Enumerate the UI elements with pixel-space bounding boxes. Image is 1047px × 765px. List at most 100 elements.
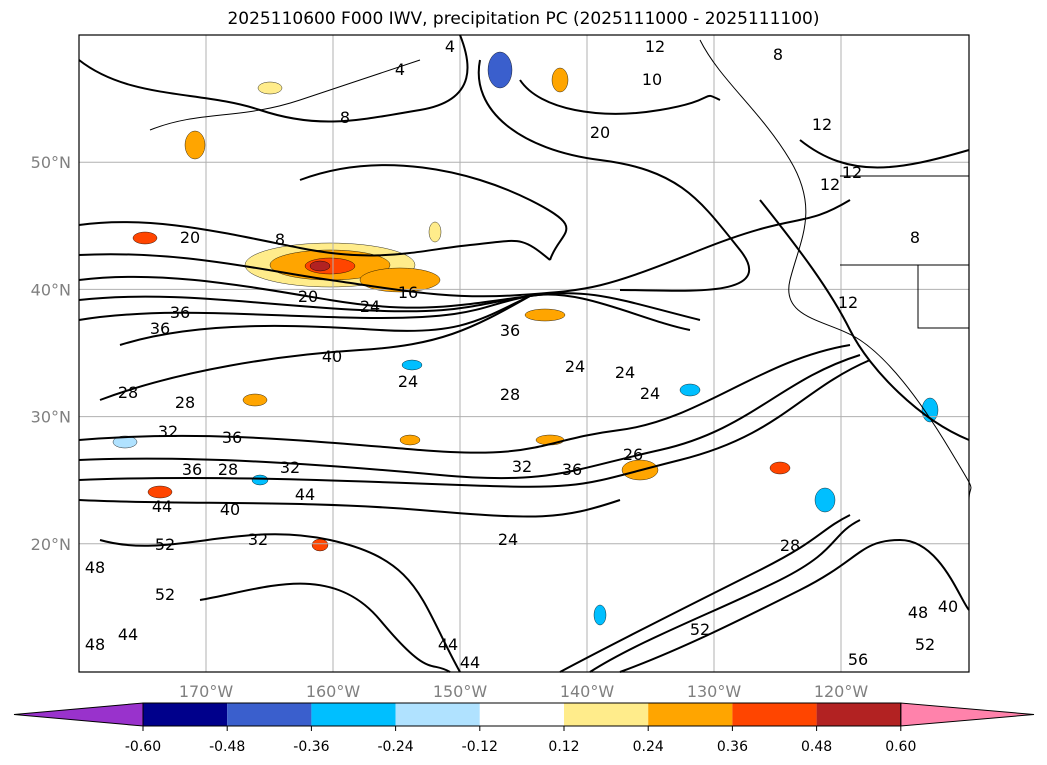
- precipitation-region: [401, 359, 423, 371]
- contour-label: 8: [773, 45, 783, 64]
- precipitation-region: [112, 435, 138, 449]
- contour-label: 40: [938, 597, 958, 616]
- iwv-contour: [99, 533, 461, 673]
- contour-label: 32: [248, 530, 268, 549]
- latitude-label: 20°N: [31, 535, 71, 554]
- contour-label: 24: [565, 357, 585, 376]
- precipitation-region: [184, 130, 206, 160]
- contour-label: 4: [445, 37, 455, 56]
- contour-layer: [78, 34, 972, 673]
- contour-label: 44: [118, 625, 138, 644]
- longitude-label: 170°W: [179, 682, 234, 701]
- colorbar-segment: [564, 703, 649, 726]
- precipitation-region: [132, 231, 158, 245]
- precipitation-region: [147, 485, 173, 499]
- iwv-contour: [119, 295, 531, 346]
- contour-label: 52: [690, 620, 710, 639]
- precipitation-region: [399, 434, 421, 446]
- contour-label: 20: [590, 123, 610, 142]
- contour-label: 24: [498, 530, 518, 549]
- latitude-label: 50°N: [31, 153, 71, 172]
- contour-label: 12: [842, 163, 862, 182]
- contour-label: 36: [500, 321, 520, 340]
- precipitation-region: [679, 383, 701, 397]
- iwv-contour: [78, 292, 701, 321]
- contour-label: 8: [340, 108, 350, 127]
- axis-labels: 50°N 40°N 30°N 20°N 170°W 160°W 150°W 140°W 130°…: [31, 153, 869, 701]
- colorbar-tick-label: 0.48: [801, 739, 832, 755]
- colorbar-segment: [479, 703, 564, 726]
- iwv-contour: [78, 499, 621, 518]
- colorbar-segment: [227, 703, 312, 726]
- graticule: [79, 35, 969, 672]
- contour-label: 36: [182, 460, 202, 479]
- latitude-label: 40°N: [31, 280, 71, 299]
- contour-label: 12: [838, 293, 858, 312]
- iwv-contour: [78, 359, 871, 488]
- latitude-label: 30°N: [31, 408, 71, 427]
- colorbar-tick-label: -0.60: [125, 739, 161, 755]
- colorbar-tick-label: -0.48: [209, 739, 245, 755]
- colorbar-tick-label: -0.12: [462, 739, 498, 755]
- contour-label: 44: [295, 485, 315, 504]
- colorbar-outline: [142, 702, 902, 727]
- iwv-contour: [78, 354, 861, 480]
- map-frame: [78, 34, 970, 673]
- colorbar-segment: [732, 703, 817, 726]
- precipitation-region: [524, 308, 566, 322]
- colorbar-extend-high: [900, 702, 1035, 727]
- colorbar-tick-label: 0.24: [633, 739, 664, 755]
- border: [840, 175, 969, 329]
- colorbar-segment: [311, 703, 396, 726]
- colorbar-segment: [648, 703, 733, 726]
- contour-label: 28: [175, 393, 195, 412]
- longitude-label: 150°W: [433, 682, 488, 701]
- contour-label: 32: [158, 422, 178, 441]
- contour-label: 36: [562, 460, 582, 479]
- contour-label: 44: [460, 653, 480, 672]
- contour-label: 56: [848, 650, 868, 669]
- contour-label: 24: [640, 384, 660, 403]
- contour-label: 36: [222, 428, 242, 447]
- iwv-contour: [78, 199, 851, 298]
- contour-label: 24: [360, 297, 380, 316]
- contour-label: 52: [915, 635, 935, 654]
- chart-title: 2025110600 F000 IWV, precipitation PC (2…: [227, 9, 820, 29]
- iwv-contour: [78, 34, 469, 123]
- iwv-contour: [477, 59, 750, 292]
- contour-label: 40: [220, 500, 240, 519]
- contour-label: 12: [812, 115, 832, 134]
- contour-label: 24: [615, 363, 635, 382]
- iwv-contour: [78, 344, 851, 454]
- colorbar-segment: [395, 703, 480, 726]
- contour-label: 28: [780, 536, 800, 555]
- coastline: [149, 59, 421, 131]
- precipitation-region: [428, 221, 442, 243]
- coastline: [699, 39, 972, 501]
- iwv-contour: [759, 199, 970, 441]
- contour-label: 52: [155, 585, 175, 604]
- colorbar-tick-label: 0.36: [717, 739, 748, 755]
- colorbar-tick-label: -0.36: [293, 739, 329, 755]
- contour-label: 8: [275, 230, 285, 249]
- contour-label: 32: [280, 458, 300, 477]
- contour-label: 36: [170, 303, 190, 322]
- precipitation-region: [814, 487, 836, 513]
- precipitation-region: [593, 604, 607, 626]
- iwv-contour: [799, 139, 970, 169]
- contour-label: 44: [438, 635, 458, 654]
- contour-label: 28: [500, 385, 520, 404]
- colorbar-extend-low: [13, 702, 144, 727]
- precipitation-region: [311, 538, 329, 552]
- longitude-label: 140°W: [560, 682, 615, 701]
- contour-label: 52: [155, 535, 175, 554]
- precipitation-fill-layer: [112, 51, 939, 626]
- precipitation-region: [242, 393, 268, 407]
- precipitation-region: [769, 461, 791, 475]
- contour-label: 44: [152, 497, 172, 516]
- iwv-contour: [99, 295, 531, 401]
- longitude-label: 120°W: [814, 682, 869, 701]
- colorbar-segment: [143, 703, 228, 726]
- precipitation-region: [309, 260, 331, 272]
